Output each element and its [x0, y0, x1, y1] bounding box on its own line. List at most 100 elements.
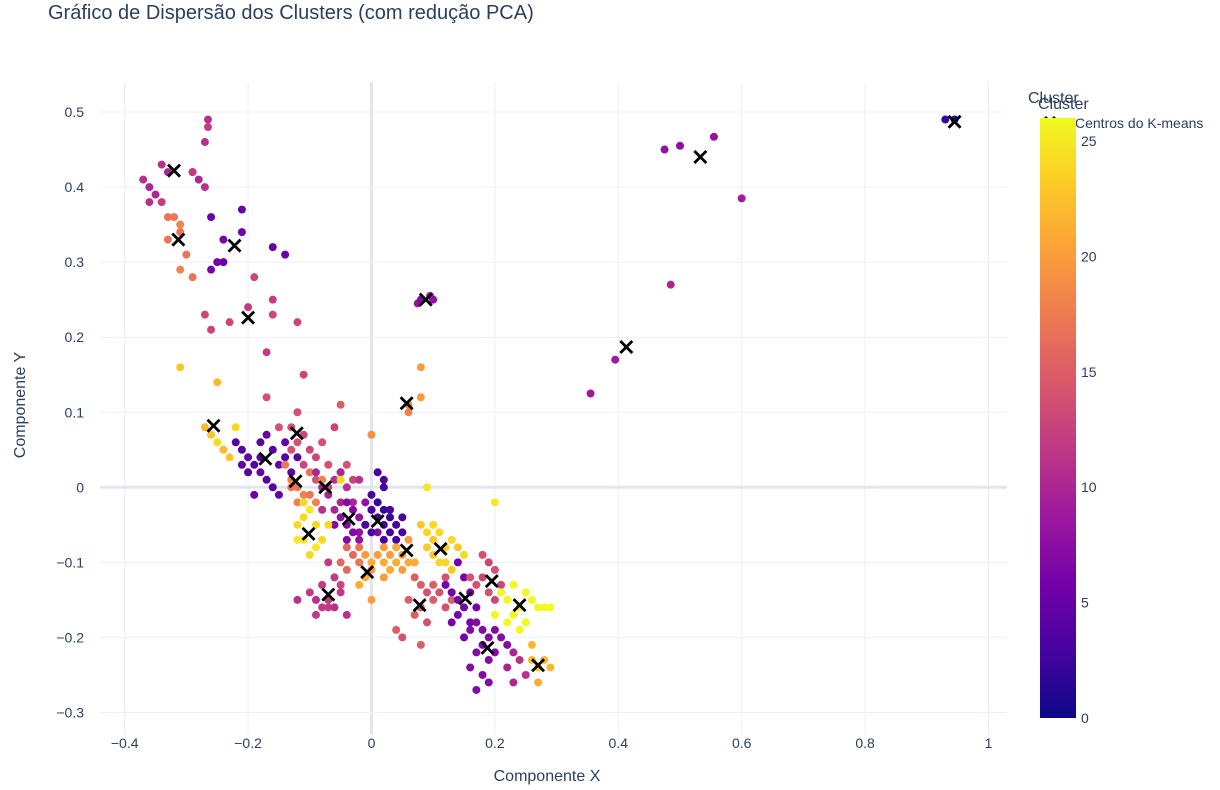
data-point	[534, 678, 543, 687]
data-point	[348, 528, 357, 537]
data-point	[361, 520, 370, 529]
data-point	[503, 618, 512, 627]
data-point	[472, 648, 481, 657]
data-point	[299, 370, 308, 379]
data-point	[521, 588, 530, 597]
data-point	[441, 558, 450, 567]
data-point	[151, 190, 160, 199]
data-point	[509, 648, 518, 657]
data-point	[318, 535, 327, 544]
data-point	[355, 475, 364, 484]
data-point	[293, 535, 302, 544]
kmeans-center-marker	[399, 396, 414, 411]
kmeans-center-marker	[433, 541, 448, 556]
data-point	[139, 175, 148, 184]
data-point	[293, 498, 302, 507]
data-point	[274, 423, 283, 432]
data-point	[429, 595, 438, 604]
data-point	[416, 363, 425, 372]
data-point	[318, 505, 327, 514]
data-point	[145, 198, 154, 207]
data-point	[250, 460, 259, 469]
grid-lines	[100, 82, 1007, 735]
data-point	[379, 535, 388, 544]
data-point	[324, 558, 333, 567]
data-point	[367, 430, 376, 439]
data-point	[392, 520, 401, 529]
data-point	[546, 603, 555, 612]
kmeans-centers	[167, 114, 962, 673]
x-tick-label: −0.4	[111, 735, 139, 751]
data-point	[941, 115, 950, 124]
data-point	[379, 573, 388, 582]
data-point	[200, 423, 209, 432]
kmeans-center-marker	[289, 426, 304, 441]
data-point	[379, 475, 388, 484]
data-point	[203, 123, 212, 132]
y-tick-label: −0.1	[56, 554, 84, 570]
data-point	[293, 408, 302, 417]
data-point	[373, 550, 382, 559]
x-axis-ticks: −0.4 −0.2 0 0.2 0.4 0.6 0.8 1	[111, 735, 993, 751]
kmeans-center-marker	[399, 543, 414, 558]
kmeans-center-marker	[370, 514, 385, 529]
data-point	[367, 490, 376, 499]
data-point	[373, 468, 382, 477]
data-point	[293, 438, 302, 447]
data-point	[330, 520, 339, 529]
data-point	[435, 558, 444, 567]
data-point	[293, 453, 302, 462]
kmeans-center-marker	[341, 511, 356, 526]
data-point	[484, 588, 493, 597]
data-point	[429, 535, 438, 544]
data-point	[515, 625, 524, 634]
colorbar-tick-label: 10	[1081, 479, 1097, 495]
data-point	[311, 468, 320, 477]
data-point	[666, 280, 675, 289]
data-point	[318, 438, 327, 447]
data-point	[466, 663, 475, 672]
data-point	[225, 453, 234, 462]
data-point	[188, 273, 197, 282]
data-point	[404, 535, 413, 544]
data-point	[709, 132, 718, 141]
data-point	[268, 295, 277, 304]
chart-title: Gráfico de Dispersão dos Clusters (com r…	[48, 2, 534, 24]
colorbar-tick-label: 15	[1081, 364, 1097, 380]
data-point	[299, 498, 308, 507]
data-point	[287, 468, 296, 477]
data-point	[237, 445, 246, 454]
kmeans-center-marker	[360, 565, 375, 580]
data-point	[293, 318, 302, 327]
data-point	[336, 580, 345, 589]
data-point	[213, 438, 222, 447]
data-point	[447, 618, 456, 627]
data-point	[416, 640, 425, 649]
data-point	[490, 610, 499, 619]
data-point	[521, 670, 530, 679]
data-point	[509, 580, 518, 589]
data-point	[281, 453, 290, 462]
data-point	[392, 543, 401, 552]
kmeans-center-marker	[206, 418, 221, 433]
data-point	[330, 475, 339, 484]
data-point	[379, 505, 388, 514]
data-point	[330, 573, 339, 582]
data-point	[453, 610, 462, 619]
data-point	[385, 565, 394, 574]
data-point	[460, 633, 469, 642]
data-point	[281, 460, 290, 469]
kmeans-center-marker	[693, 150, 708, 165]
data-point	[305, 550, 314, 559]
data-point	[336, 588, 345, 597]
data-point	[207, 430, 216, 439]
data-point	[509, 610, 518, 619]
data-point	[466, 573, 475, 582]
data-point	[478, 573, 487, 582]
data-point	[157, 198, 166, 207]
data-point	[355, 543, 364, 552]
data-point	[367, 558, 376, 567]
data-point	[404, 595, 413, 604]
data-point	[484, 633, 493, 642]
data-point	[484, 558, 493, 567]
